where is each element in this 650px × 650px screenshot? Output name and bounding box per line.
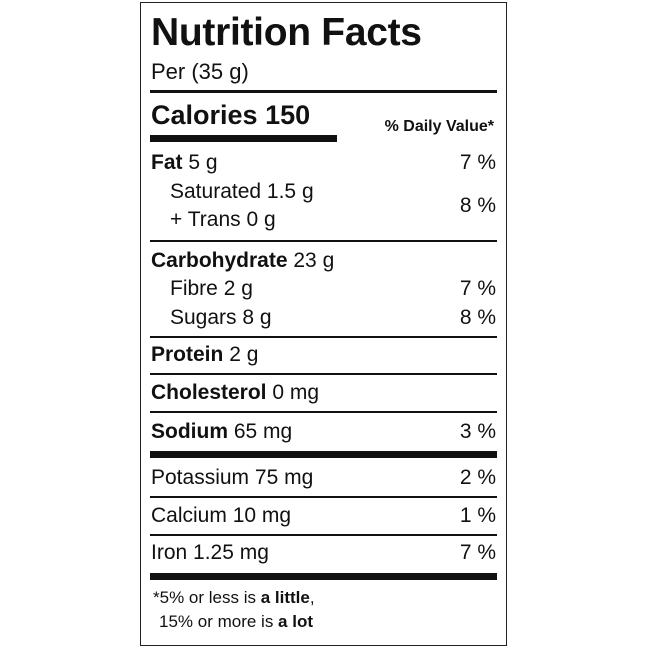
nutrient-row-protein: Protein 2 g [151,343,259,366]
sat-trans-dv: 8 % [459,194,496,217]
nutrient-row-saturated: Saturated 1.5 g [170,180,314,203]
footnote-line-1: *5% or less is a little, [153,588,315,607]
nutrient-row-sodium: Sodium 65 mg 3 % [151,420,496,443]
divider [150,240,497,242]
divider [150,373,497,375]
serving-size: Per (35 g) [151,59,249,84]
calories: Calories 150 [151,102,310,129]
thick-divider [150,451,497,458]
divider [150,90,497,93]
daily-value-header: % Daily Value* [384,118,494,135]
divider [150,411,497,413]
calories-bar [150,135,337,142]
calories-label: Calories [151,100,258,130]
calories-value: 150 [265,100,311,130]
nutrient-row-carbohydrate: Carbohydrate 23 g [151,249,335,272]
divider [150,534,497,536]
panel-title: Nutrition Facts [151,11,422,54]
thick-divider [150,573,497,580]
nutrient-row-trans: + Trans 0 g [170,208,276,231]
nutrient-row-cholesterol: Cholesterol 0 mg [151,381,320,404]
footnote-line-2: 15% or more is a lot [159,612,313,631]
nutrition-facts-panel [140,2,507,646]
nutrient-row-calcium: Calcium 10 mg 1 % [151,504,496,527]
divider [150,496,497,498]
divider [150,336,497,338]
nutrient-row-iron: Iron 1.25 mg 7 % [151,541,496,564]
nutrient-row-potassium: Potassium 75 mg 2 % [151,466,496,489]
